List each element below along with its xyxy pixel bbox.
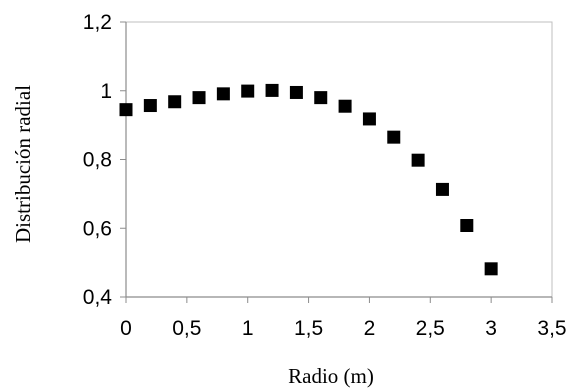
data-point <box>289 85 303 99</box>
x-tick-label: 3 <box>485 317 497 340</box>
data-point <box>362 112 376 126</box>
x-tick-label: 0,5 <box>172 317 201 340</box>
data-point <box>460 219 474 232</box>
data-point <box>338 99 352 113</box>
data-point <box>143 99 157 113</box>
data-point <box>387 130 401 144</box>
y-tick-label: 1 <box>100 80 112 103</box>
x-tick-label: 2,5 <box>416 317 445 340</box>
data-point <box>192 91 206 105</box>
x-tick-label: 2 <box>364 317 376 340</box>
y-tick-labels: 0,4 0,6 0,8 1 1,2 <box>83 11 113 309</box>
x-tick-label: 3,5 <box>537 317 566 340</box>
data-point <box>435 182 449 196</box>
data-points <box>119 83 498 276</box>
y-tick-label: 1,2 <box>83 11 112 34</box>
x-axis-label: Radio (m) <box>288 364 374 388</box>
y-tick-label: 0,8 <box>83 149 112 172</box>
x-tick-label: 0 <box>120 317 132 340</box>
y-tick-label: 0,4 <box>83 286 113 309</box>
data-point <box>411 153 425 167</box>
data-point <box>241 84 255 98</box>
data-point <box>484 262 498 276</box>
y-tick-label: 0,6 <box>83 217 112 240</box>
data-point <box>119 103 133 117</box>
plot-frame <box>125 21 553 298</box>
data-point <box>168 95 182 109</box>
x-tick-label: 1 <box>242 317 254 340</box>
data-point <box>265 83 279 97</box>
axes <box>120 21 553 303</box>
data-point <box>314 91 328 105</box>
x-tick-label: 1,5 <box>294 317 323 340</box>
data-point <box>216 87 230 101</box>
y-axis-label: Distribución radial <box>11 85 35 243</box>
x-tick-labels: 0 0,5 1 1,5 2 2,5 3 3,5 <box>120 317 566 340</box>
